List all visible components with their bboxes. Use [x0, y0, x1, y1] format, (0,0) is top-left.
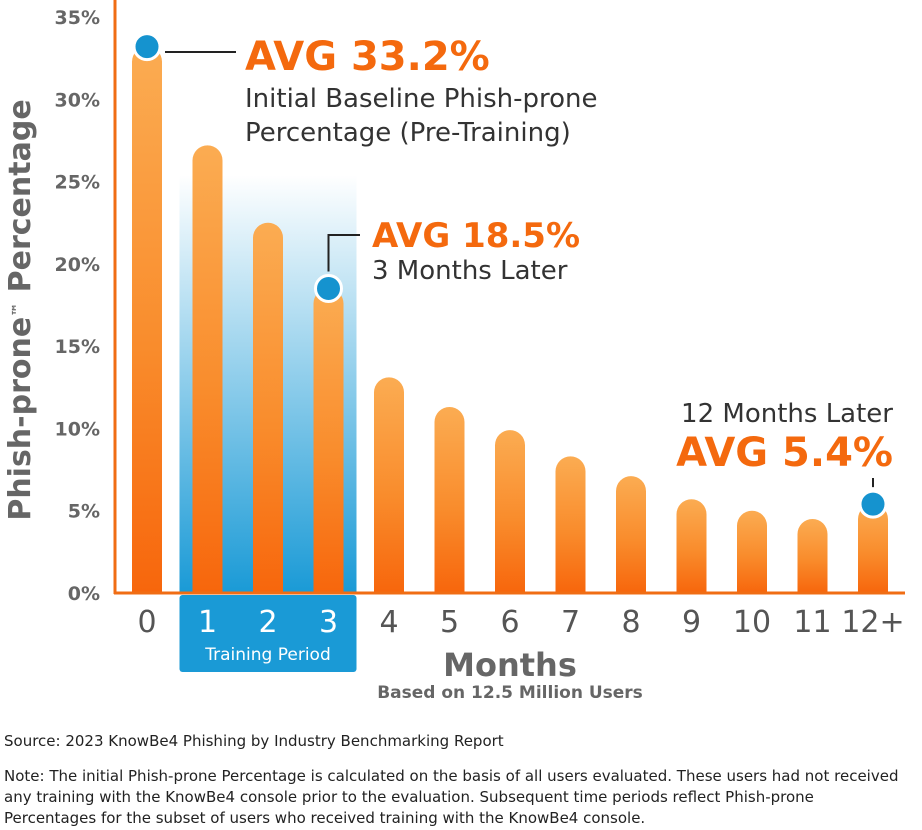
chart: Training Period 0% 5% 10% 15% 20% 25% 30% 35% 0…: [3, 0, 905, 703]
bar: [616, 476, 646, 593]
x-tick-label: 1: [198, 605, 217, 640]
x-tick-label: 4: [379, 605, 398, 640]
training-period-label: Training Period: [204, 645, 331, 665]
chart-subtitle: Based on 12.5 Million Users: [377, 683, 643, 703]
annotation-headline: AVG 5.4%: [676, 430, 893, 476]
annotation-text: Initial Baseline Phish-prone: [245, 84, 598, 114]
source-text: Source: 2023 KnowBe4 Phishing by Industr…: [4, 732, 504, 750]
x-tick-label: 9: [682, 605, 701, 640]
x-tick-label: 10: [733, 605, 771, 640]
bar: [253, 222, 283, 593]
bar: [374, 377, 404, 593]
x-tick-label: 2: [258, 605, 277, 640]
bar: [797, 518, 828, 593]
bar: [858, 504, 888, 593]
annotation-headline: AVG 33.2%: [245, 34, 490, 80]
annotation-text: 3 Months Later: [372, 256, 568, 286]
bar: [132, 46, 162, 593]
bars-group: [132, 46, 888, 593]
x-tick-label: 11: [793, 605, 831, 640]
bar: [313, 288, 344, 593]
x-tick-label: 12+: [841, 605, 904, 640]
y-tick-label: 0%: [68, 583, 100, 605]
annotation-text: 12 Months Later: [681, 399, 893, 429]
value-marker: [314, 274, 343, 304]
training-period-box: [179, 595, 357, 672]
y-tick-label: 25%: [55, 172, 100, 194]
bar: [555, 456, 586, 593]
y-tick-label: 30%: [55, 89, 100, 111]
y-tick-label: 15%: [55, 336, 100, 358]
note-text: Note: The initial Phish-prone Percentage…: [4, 767, 899, 827]
annotation-text: Percentage (Pre-Training): [245, 118, 571, 148]
x-tick-label: 5: [440, 605, 459, 640]
y-tick-label: 35%: [55, 7, 100, 29]
bar: [192, 145, 223, 593]
y-tick-label: 5%: [68, 501, 100, 523]
annotation-headline: AVG 18.5%: [372, 216, 580, 256]
y-axis-label: Phish-prone™ Percentage: [3, 99, 38, 520]
bar: [737, 510, 767, 593]
x-tick-label: 7: [561, 605, 580, 640]
bar: [495, 430, 525, 593]
y-tick-label: 20%: [55, 254, 100, 276]
value-marker: [132, 32, 162, 62]
bar: [676, 499, 707, 593]
x-axis-label: Months: [443, 646, 577, 684]
value-marker: [858, 489, 888, 519]
y-tick-label: 10%: [55, 418, 100, 440]
x-tick-label: 0: [137, 605, 156, 640]
x-tick-label: 8: [621, 605, 640, 640]
x-ticks-group: 0 1 2 3 4 5 6 7 8 9 10 11 12+: [137, 605, 904, 640]
x-tick-label: 3: [319, 605, 338, 640]
bar: [434, 407, 465, 593]
annotation-leader: [327, 234, 360, 272]
x-tick-label: 6: [500, 605, 519, 640]
y-ticks-group: 0% 5% 10% 15% 20% 25% 30% 35%: [55, 7, 100, 605]
annotations-group: AVG 33.2% Initial Baseline Phish-prone Per…: [132, 32, 893, 519]
